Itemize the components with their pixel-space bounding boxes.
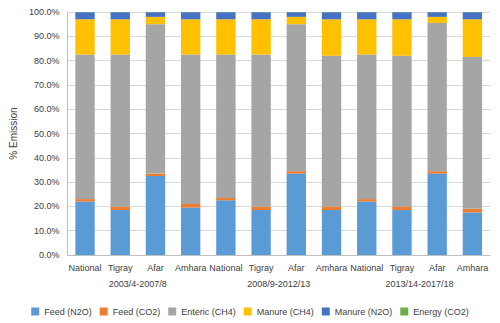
- svg-text:Tigray: Tigray: [249, 263, 274, 273]
- svg-text:Afar: Afar: [429, 263, 446, 273]
- svg-text:30.0%: 30.0%: [34, 177, 60, 187]
- svg-text:100.0%: 100.0%: [29, 7, 60, 17]
- svg-text:Afar: Afar: [147, 263, 164, 273]
- svg-text:80.0%: 80.0%: [34, 56, 60, 66]
- svg-text:Tigray: Tigray: [390, 263, 415, 273]
- svg-text:50.0%: 50.0%: [34, 129, 60, 139]
- svg-text:Energy (CO2): Energy (CO2): [413, 307, 469, 317]
- svg-text:Afar: Afar: [288, 263, 305, 273]
- svg-text:2003/4-2007/8: 2003/4-2007/8: [109, 279, 167, 289]
- svg-text:% Emission: % Emission: [8, 107, 19, 159]
- svg-text:Tigray: Tigray: [108, 263, 133, 273]
- svg-text:National: National: [350, 263, 383, 273]
- svg-text:2008/9-2012/13: 2008/9-2012/13: [247, 279, 310, 289]
- svg-text:Feed (N2O): Feed (N2O): [44, 307, 92, 317]
- svg-text:10.0%: 10.0%: [34, 226, 60, 236]
- svg-text:Manure (N2O): Manure (N2O): [335, 307, 393, 317]
- svg-text:National: National: [209, 263, 242, 273]
- svg-text:20.0%: 20.0%: [34, 201, 60, 211]
- svg-text:Enteric (CH4): Enteric (CH4): [181, 307, 236, 317]
- svg-text:Feed (CO2): Feed (CO2): [113, 307, 161, 317]
- svg-text:90.0%: 90.0%: [34, 31, 60, 41]
- svg-text:40.0%: 40.0%: [34, 153, 60, 163]
- svg-text:0.0%: 0.0%: [39, 250, 60, 260]
- svg-text:Amhara: Amhara: [316, 263, 348, 273]
- svg-text:2013/14-2017/18: 2013/14-2017/18: [386, 279, 454, 289]
- svg-text:National: National: [69, 263, 102, 273]
- svg-text:Manure (CH4): Manure (CH4): [257, 307, 314, 317]
- svg-text:60.0%: 60.0%: [34, 104, 60, 114]
- svg-text:70.0%: 70.0%: [34, 80, 60, 90]
- svg-text:Amhara: Amhara: [175, 263, 207, 273]
- svg-text:Amhara: Amhara: [457, 263, 489, 273]
